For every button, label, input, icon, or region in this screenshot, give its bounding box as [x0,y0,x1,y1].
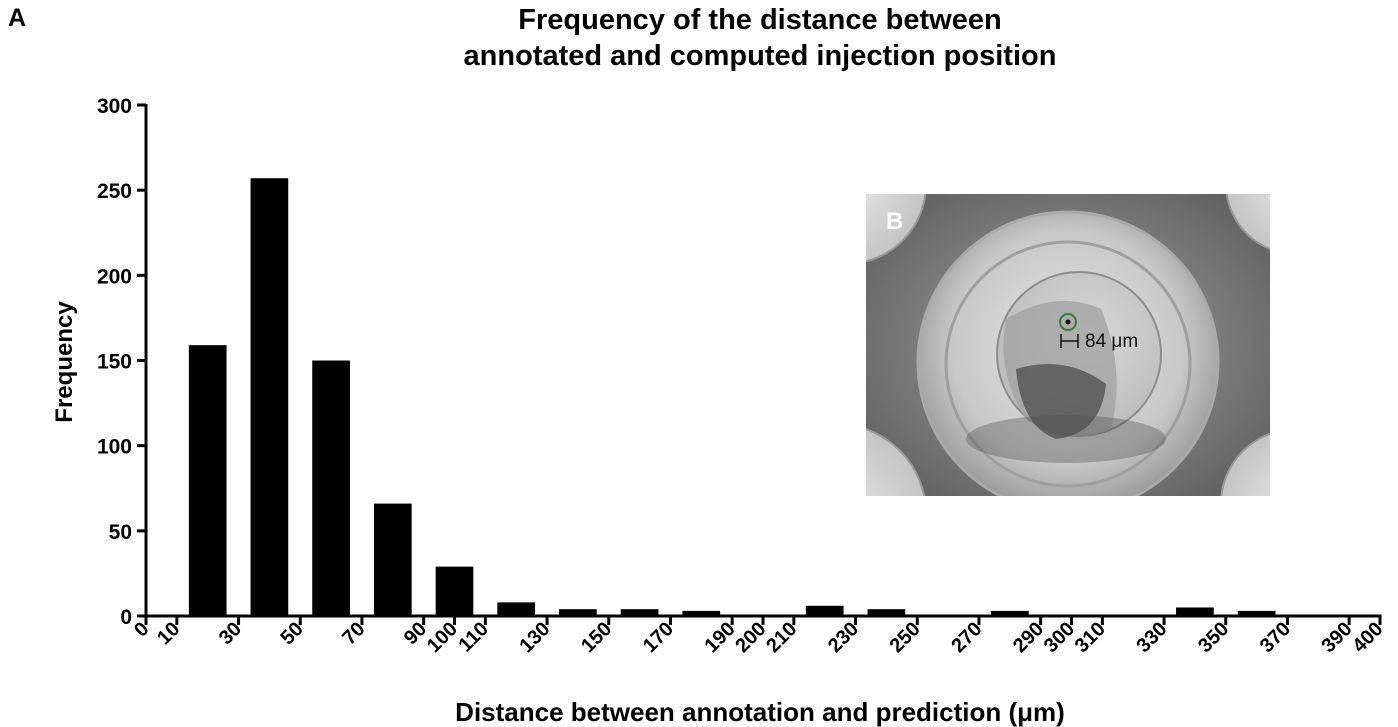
y-tick-label: 0 [120,606,132,629]
histogram-bar [188,345,227,616]
inset-photo [866,194,1270,496]
x-tick-label: 290 [1009,618,1048,657]
y-tick-label: 250 [97,180,132,203]
x-tick-label: 150 [577,618,616,657]
x-tick-label: 300 [1040,618,1079,657]
chart-title: Frequency of the distance between annotat… [300,2,1220,74]
histogram-bar [867,609,906,616]
histogram-bar [990,610,1029,616]
y-tick-label: 300 [97,95,132,118]
x-tick-label: 70 [338,618,369,649]
histogram-bar [805,605,844,616]
inset-microscope-image: B 84 μm [866,194,1270,496]
histogram-bar [682,610,721,616]
x-tick-label: 390 [1318,618,1357,657]
bar-group [188,178,1276,616]
x-tick-label: 130 [515,618,554,657]
panel-label-a: A [8,4,27,32]
y-tick-label: 150 [97,351,132,374]
y-tick-label: 200 [97,265,132,288]
x-tick-label: 210 [762,618,801,657]
histogram-bar [250,178,289,616]
chart-title-line: Frequency of the distance between [518,4,1002,36]
x-tick-label: 30 [215,618,246,649]
histogram-bar [620,609,659,616]
histogram-bar [373,503,412,616]
x-tick-label: 100 [423,618,462,657]
y-tick-label: 100 [97,436,132,459]
histogram-bar [435,566,474,616]
y-tick-label: 50 [109,521,132,544]
measurement-label: 84 μm [1085,331,1139,352]
y-axis-label: Frequency [51,301,78,423]
x-tick-label: 400 [1348,618,1387,657]
x-tick-label: 50 [276,618,307,649]
x-tick-label: 330 [1132,618,1171,657]
histogram-bar [1237,610,1276,616]
x-tick-label: 350 [1194,618,1233,657]
histogram-bar [559,609,597,616]
histogram-bar [1176,607,1214,616]
x-tick-label: 10 [153,618,184,649]
x-tick-label: 370 [1256,618,1295,657]
x-tick-label: 230 [824,618,863,657]
x-tick-label: 200 [731,618,770,657]
x-tick-label: 270 [947,618,986,657]
x-tick-label: 310 [1071,618,1110,657]
x-tick-label: 250 [886,618,925,657]
histogram-bar [312,360,350,616]
chart-title-line: annotated and computed injection positio… [463,40,1057,72]
x-tick-label: 190 [701,618,740,657]
x-tick-label: 110 [455,618,493,656]
x-tick-label: 170 [639,618,678,657]
histogram-bar [497,602,536,616]
x-axis-label: Distance between annotation and predicti… [455,697,1065,727]
x-tick-label: 0 [130,618,153,641]
panel-label-b: B [886,208,904,235]
